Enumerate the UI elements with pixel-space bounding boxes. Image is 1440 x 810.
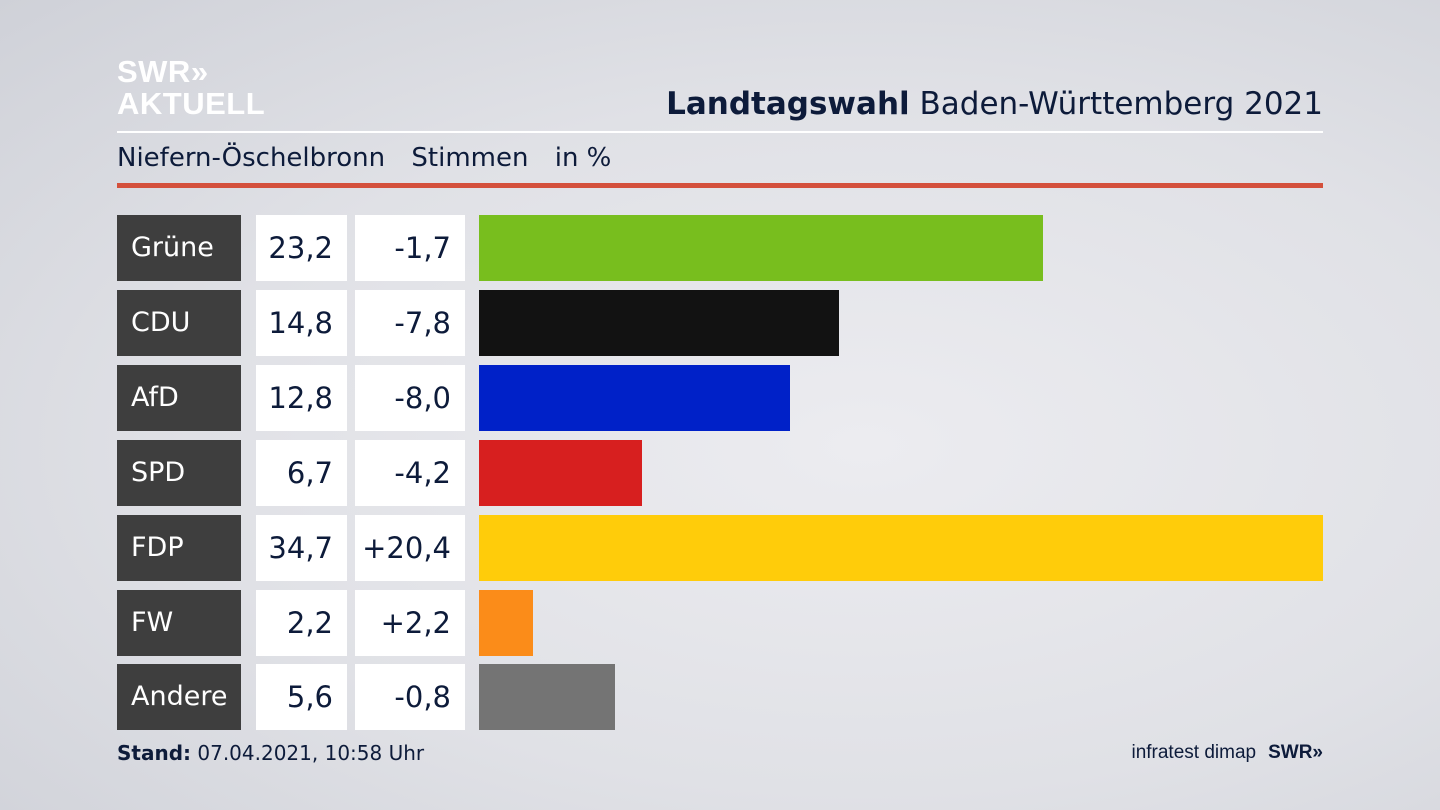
result-bar [479, 664, 615, 730]
vote-share-value: 34,7 [256, 515, 347, 581]
vote-share-value: 6,7 [256, 440, 347, 506]
chart-title-bold: Landtagswahl [666, 86, 910, 122]
chart-row: AfD 12,8 -8,0 [0, 365, 1440, 431]
change-value: -0,8 [355, 664, 465, 730]
timestamp-label: Stand: [117, 741, 192, 765]
change-value: +2,2 [355, 590, 465, 656]
subtitle-place: Niefern-Öschelbronn [117, 143, 386, 173]
chart-title-rest: Baden-Württemberg 2021 [909, 86, 1324, 122]
change-value: -8,0 [355, 365, 465, 431]
result-bar [479, 215, 1043, 281]
chart-row: FDP 34,7 +20,4 [0, 515, 1440, 581]
chart-row: FW 2,2 +2,2 [0, 590, 1440, 656]
party-label: AfD [117, 365, 241, 431]
timestamp: Stand: 07.04.2021, 10:58 Uhr [117, 741, 424, 765]
result-bar [479, 590, 533, 656]
result-bar [479, 440, 642, 506]
logo-line2: AKTUELL [117, 86, 266, 121]
swr-brand-logo: SWR» [1268, 742, 1323, 763]
vote-share-value: 14,8 [256, 290, 347, 356]
chart-subtitle: Niefern-Öschelbronn Stimmen in % [117, 143, 629, 173]
result-bar [479, 365, 790, 431]
change-value: -1,7 [355, 215, 465, 281]
change-value: -7,8 [355, 290, 465, 356]
result-bar [479, 515, 1323, 581]
party-label: Grüne [117, 215, 241, 281]
chart-title: Landtagswahl Baden-Württemberg 2021 [666, 86, 1323, 122]
party-label: FDP [117, 515, 241, 581]
accent-divider [117, 183, 1323, 188]
swr-aktuell-logo: SWR» AKTUELL [117, 56, 265, 120]
chart-row: CDU 14,8 -7,8 [0, 290, 1440, 356]
party-label: Andere [117, 664, 241, 730]
source-label: infratest dimap [1131, 742, 1257, 763]
title-divider [117, 131, 1323, 133]
subtitle-measure: Stimmen [411, 143, 529, 173]
party-label: CDU [117, 290, 241, 356]
chart-row: Andere 5,6 -0,8 [0, 664, 1440, 730]
chart-row: SPD 6,7 -4,2 [0, 440, 1440, 506]
party-label: SPD [117, 440, 241, 506]
change-value: -4,2 [355, 440, 465, 506]
vote-share-value: 12,8 [256, 365, 347, 431]
party-label: FW [117, 590, 241, 656]
vote-share-value: 23,2 [256, 215, 347, 281]
change-value: +20,4 [355, 515, 465, 581]
vote-share-value: 2,2 [256, 590, 347, 656]
source-credit: infratest dimap SWR» [1131, 742, 1323, 764]
vote-share-value: 5,6 [256, 664, 347, 730]
timestamp-value: 07.04.2021, 10:58 Uhr [191, 741, 425, 765]
result-bar [479, 290, 839, 356]
subtitle-unit: in % [554, 143, 612, 173]
logo-line1: SWR» [117, 54, 209, 89]
chart-row: Grüne 23,2 -1,7 [0, 215, 1440, 281]
